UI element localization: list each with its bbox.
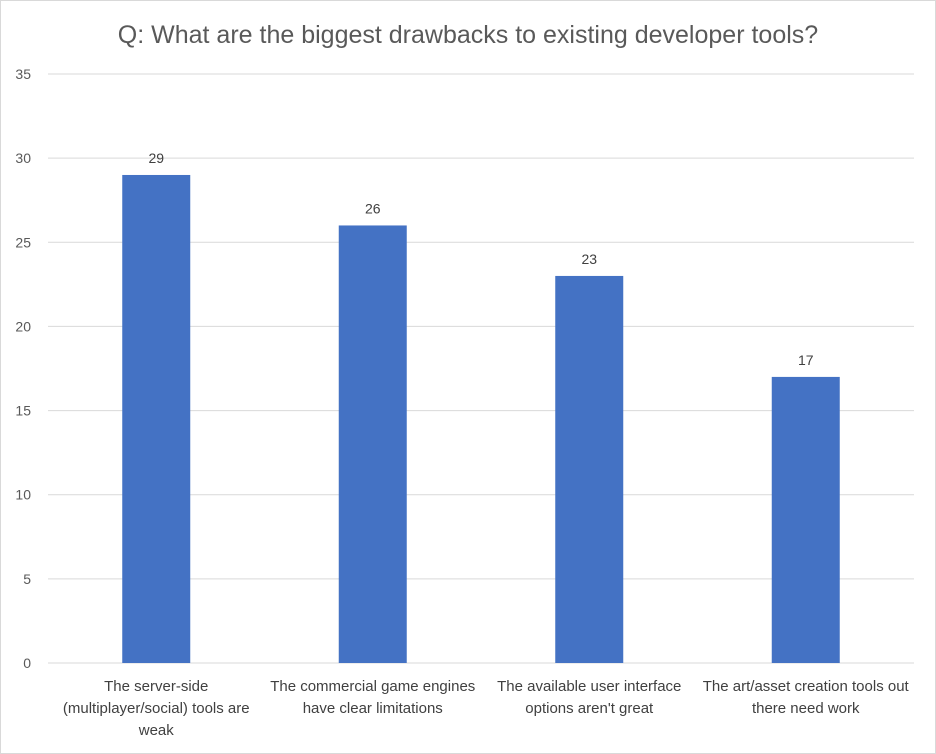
- x-category-label: The available user interface options are…: [497, 678, 682, 717]
- data-label: 17: [798, 352, 814, 368]
- data-labels: 29 26 23 17: [148, 150, 813, 368]
- gridlines: [48, 73, 914, 664]
- bar: [122, 174, 191, 663]
- data-label: 23: [581, 251, 597, 267]
- y-tick-label: 0: [23, 655, 31, 671]
- y-axis-ticks: 0 5 10 15 20 25 30 35: [15, 66, 31, 671]
- x-category-label: The commercial game engines have clear l…: [270, 678, 476, 717]
- bar: [771, 376, 840, 663]
- x-category-label: The server-side (multiplayer/social) too…: [62, 678, 250, 739]
- y-tick-label: 30: [15, 150, 31, 166]
- y-tick-label: 10: [15, 487, 31, 503]
- bars: [122, 174, 840, 663]
- y-tick-label: 25: [15, 234, 31, 250]
- data-label: 29: [148, 150, 164, 166]
- bar: [338, 225, 407, 663]
- y-tick-label: 5: [23, 571, 31, 587]
- y-tick-label: 35: [15, 66, 31, 82]
- data-label: 26: [365, 200, 381, 216]
- bar: [555, 275, 624, 663]
- chart-title: Q: What are the biggest drawbacks to exi…: [117, 21, 819, 49]
- y-tick-label: 15: [15, 403, 31, 419]
- x-category-label: The art/asset creation tools out there n…: [702, 678, 909, 717]
- y-tick-label: 20: [15, 318, 31, 334]
